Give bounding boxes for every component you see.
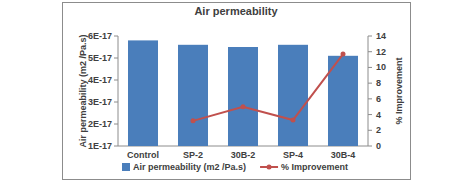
y2-tick: [368, 114, 372, 115]
y2-tick-label: 8: [376, 78, 381, 88]
x-tick-label: 30B-2: [231, 150, 256, 160]
marker: [191, 118, 196, 123]
bar: [178, 45, 208, 146]
y2-tick-label: 14: [376, 31, 386, 41]
y-axis-line: [118, 36, 119, 146]
marker: [291, 118, 296, 123]
y2-tick-label: 6: [376, 94, 381, 104]
y2-tick: [368, 67, 372, 68]
plot-area: [128, 40, 358, 146]
x-tick-label: SP-4: [283, 150, 303, 160]
y-tick: [114, 80, 118, 81]
chart: Air permeability 1E-17 2E-17 3E-17 4E-17 5E-1…: [0, 0, 474, 184]
y2-tick-label: 0: [376, 141, 381, 151]
legend-marker: [267, 165, 272, 170]
y2-tick-label: 4: [376, 110, 381, 120]
y2-tick: [368, 98, 372, 99]
y-tick-label: 4E-17: [88, 75, 112, 85]
y-tick: [114, 124, 118, 125]
legend-swatch: [122, 163, 130, 171]
x-tick-label: SP-2: [183, 150, 203, 160]
legend-label: % Improvement: [281, 162, 348, 172]
y2-tick-label: 2: [376, 125, 381, 135]
y-tick: [114, 36, 118, 37]
y-tick-label: 2E-17: [88, 119, 112, 129]
y-tick-label: 1E-17: [88, 141, 112, 151]
bar: [278, 45, 308, 146]
marker: [241, 104, 246, 109]
x-tick-label: 30B-4: [331, 150, 356, 160]
y-tick: [114, 146, 118, 147]
y-tick-label: 5E-17: [88, 53, 112, 63]
y2-tick-label: 12: [376, 47, 386, 57]
y-tick-label: 6E-17: [88, 31, 112, 41]
bar: [228, 47, 258, 146]
background: [0, 0, 474, 184]
y2-tick: [368, 36, 372, 37]
title: Air permeability: [194, 5, 278, 17]
x-tick-label: Control: [127, 150, 159, 160]
marker: [341, 52, 346, 57]
bar: [128, 40, 158, 146]
legend-label: Air permeability (m2 /Pa.s): [133, 162, 246, 172]
y2-tick: [368, 146, 372, 147]
y-tick-label: 3E-17: [88, 97, 112, 107]
y2-tick: [368, 130, 372, 131]
y2-axis-title: % Improvement: [394, 57, 404, 124]
chart-frame: [63, 3, 411, 180]
y2-axis-line: [368, 36, 369, 146]
y-tick: [114, 102, 118, 103]
y2-tick: [368, 83, 372, 84]
y2-tick-label: 10: [376, 62, 386, 72]
line: [193, 54, 343, 121]
y2-tick: [368, 51, 372, 52]
y-axis-title: Air permeability (m2 /Pa.s): [78, 34, 88, 147]
y-tick: [114, 58, 118, 59]
